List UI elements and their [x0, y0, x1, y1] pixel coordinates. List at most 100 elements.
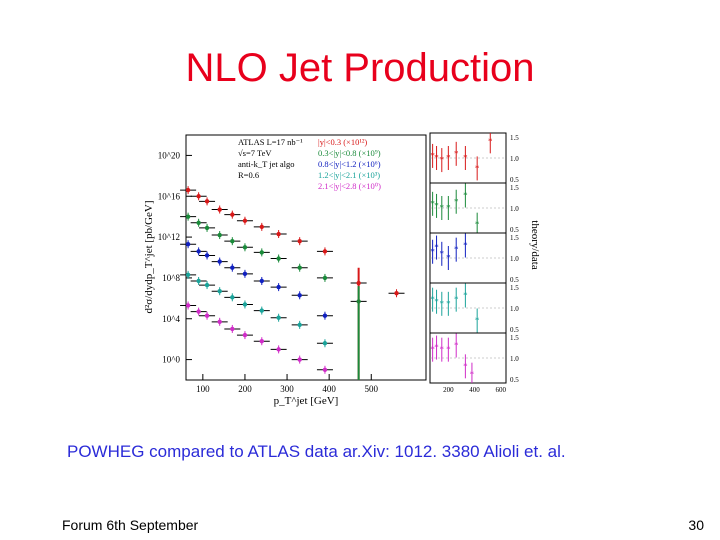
ratio-y-tick-label: 1.5 — [510, 284, 519, 292]
svg-text:*: * — [446, 345, 451, 355]
data-point — [190, 307, 207, 316]
main-tick-labels: 100 200 300 400 500 10^20 10^16 10^12 10^8 10^4 10… — [158, 150, 379, 394]
ratio-point: * — [463, 146, 468, 170]
data-point — [253, 276, 270, 285]
ratio-y-axis-label: theory/data — [529, 220, 541, 270]
ratio-point: * — [434, 289, 439, 314]
data-point — [180, 240, 197, 249]
svg-text:*: * — [463, 361, 468, 371]
x-tick-label: 500 — [365, 384, 379, 394]
ratio-point: * — [446, 196, 451, 220]
data-point — [270, 313, 287, 322]
data-point — [199, 197, 216, 206]
ratio-panel: 1.51.00.5******* — [429, 182, 519, 234]
svg-text:*: * — [430, 247, 435, 257]
data-point — [236, 269, 253, 278]
ratio-y-tick-label: 1.0 — [510, 205, 519, 213]
ratio-panel: 1.51.00.5******* — [429, 282, 519, 334]
ratio-point: * — [454, 189, 459, 214]
data-point — [253, 248, 270, 257]
ratio-point: * — [463, 183, 468, 208]
data-point — [236, 300, 253, 309]
slide-title: NLO Jet Production — [185, 46, 535, 90]
ratio-point: * — [454, 333, 459, 358]
data-point — [180, 301, 197, 310]
ratio-y-tick-label: 0.5 — [510, 226, 519, 234]
slide-caption: POWHEG compared to ATLAS data ar.Xiv: 10… — [67, 442, 566, 461]
ratio-y-tick-label: 1.5 — [510, 184, 519, 192]
data-point — [190, 218, 207, 227]
ratio-point: * — [475, 308, 480, 333]
ratio-y-tick-label: 1.5 — [510, 234, 519, 242]
svg-text:*: * — [470, 370, 475, 380]
data-point — [199, 281, 216, 290]
legend-entry: 0.8<|y|<1.2 (×10⁶) — [318, 159, 381, 169]
svg-text:*: * — [430, 151, 435, 161]
ratio-point: * — [446, 146, 451, 170]
data-point — [270, 283, 287, 292]
data-point — [291, 355, 308, 364]
data-point — [236, 331, 253, 340]
data-point — [224, 210, 241, 219]
data-point — [270, 345, 287, 354]
data-point — [211, 205, 228, 214]
svg-text:*: * — [430, 199, 435, 209]
svg-text:*: * — [463, 153, 468, 163]
svg-text:*: * — [454, 245, 459, 255]
ratio-y-tick-label: 0.5 — [510, 276, 519, 284]
data-point — [199, 251, 216, 260]
ratio-panel: 1.51.00.5* * * * * *** — [429, 132, 519, 184]
data-point — [199, 311, 216, 320]
y-axis-label: d²σ/dydp_T^jet [pb/GeV] — [143, 200, 155, 313]
x-axis-label: p_T^jet [GeV] — [274, 395, 339, 407]
data-point — [316, 365, 333, 374]
legend-info: R=0.6 — [238, 170, 259, 180]
data-point — [199, 223, 216, 232]
data-point — [253, 222, 270, 231]
svg-text:*: * — [440, 249, 445, 259]
ratio-x-tick-label: 400 — [469, 386, 480, 394]
page-number: 30 — [688, 517, 704, 533]
data-point — [224, 293, 241, 302]
ratio-x-tick-label: 200 — [443, 386, 454, 394]
ratio-y-tick-label: 0.5 — [510, 376, 519, 384]
ratio-y-tick-label: 0.5 — [510, 176, 519, 184]
svg-text:*: * — [430, 345, 435, 355]
svg-text:*: * — [434, 153, 439, 163]
ratio-point: * — [434, 235, 439, 260]
ratio-y-tick-label: 1.5 — [510, 334, 519, 342]
svg-text:*: * — [454, 295, 459, 305]
y-tick-label: 10^16 — [158, 191, 181, 201]
data-point — [224, 263, 241, 272]
data-point — [211, 231, 228, 240]
data-point — [180, 270, 197, 279]
svg-text:*: * — [463, 291, 468, 301]
svg-text:*: * — [475, 316, 480, 326]
data-point — [211, 287, 228, 296]
ratio-point: * — [446, 246, 451, 270]
svg-text:*: * — [434, 243, 439, 253]
data-point — [211, 317, 228, 326]
y-tick-label: 10^0 — [162, 355, 180, 365]
ratio-point: * — [463, 233, 468, 258]
ratio-y-tick-label: 1.0 — [510, 155, 519, 163]
data-point — [316, 311, 333, 320]
ratio-y-tick-label: 1.0 — [510, 355, 519, 363]
ratio-x-tick-label: 600 — [496, 386, 507, 394]
data-point — [224, 324, 241, 333]
ratio-point: * — [463, 283, 468, 308]
ratio-point: * — [463, 354, 468, 379]
ratio-panel: 1.51.00.5* ** ** * — [429, 232, 519, 284]
svg-text:*: * — [440, 345, 445, 355]
data-point — [180, 186, 197, 195]
main-plot: 100 200 300 400 500 10^20 10^16 10^12 10^8 10^4 10… — [143, 134, 427, 407]
legend-info: anti-k_T jet algo — [238, 159, 295, 169]
ratio-point: * — [430, 239, 435, 264]
ratio-point: * — [430, 287, 435, 312]
y-tick-label: 10^12 — [158, 232, 180, 242]
svg-text:*: * — [440, 299, 445, 309]
x-tick-label: 400 — [322, 384, 336, 394]
ratio-point: * — [488, 133, 493, 154]
data-point — [316, 339, 333, 348]
